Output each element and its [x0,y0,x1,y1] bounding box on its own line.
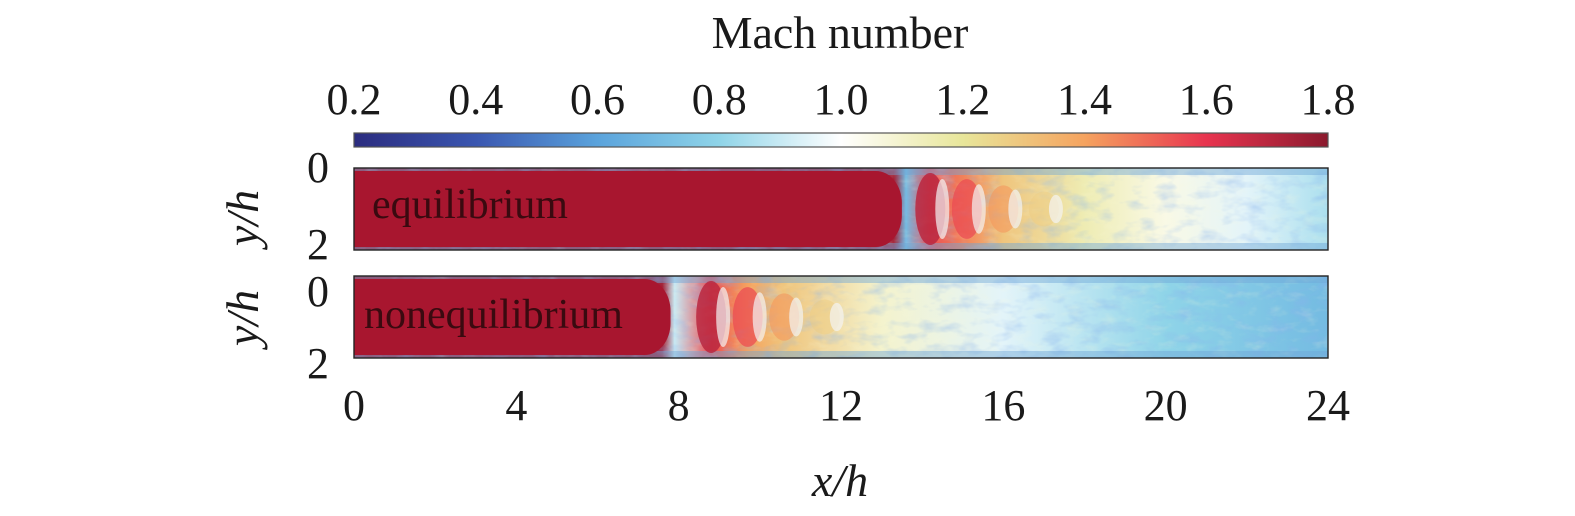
expansion-region [789,297,804,337]
y-axis-label-top: y/h [217,190,268,250]
colorbar-tick-1.8: 1.8 [1301,75,1356,124]
expansion-region [829,302,844,332]
expansion-region [752,292,767,342]
x-tick-0: 0 [343,381,365,430]
x-tick-20: 20 [1144,381,1188,430]
colorbar-tick-1.6: 1.6 [1179,75,1234,124]
panel-equilibrium: equilibrium [353,167,1329,251]
panel-label-equilibrium: equilibrium [372,182,568,228]
expansion-region [1048,194,1063,224]
y-tick-top-2: 2 [307,220,329,269]
colorbar [353,132,1329,148]
x-tick-24: 24 [1306,381,1350,430]
x-tick-16: 16 [981,381,1025,430]
supersonic-core [354,171,902,247]
y-axis-label-bottom: y/h [217,290,268,350]
colorbar-title: Mach number [712,7,969,58]
supersonic-core-equilibrium [354,168,1328,250]
y-tick-top-0: 0 [307,143,329,192]
x-axis-label: x/h [811,455,868,506]
colorbar-tick-1.0: 1.0 [814,75,869,124]
expansion-region [935,179,950,239]
supersonic-core-nonequilibrium [354,276,1328,358]
colorbar-tick-1.2: 1.2 [935,75,990,124]
shear-layer-top [354,276,1328,283]
x-tick-4: 4 [505,381,527,430]
colorbar-tick-1.4: 1.4 [1057,75,1112,124]
colorbar-tick-0.8: 0.8 [692,75,747,124]
colorbar-tick-0.6: 0.6 [570,75,625,124]
colorbar-tick-labels: 0.2 0.4 0.6 0.8 1.0 1.2 1.4 1.6 1.8 [327,75,1356,124]
x-tick-12: 12 [819,381,863,430]
x-tick-labels: 0 4 8 12 16 20 24 [343,381,1350,430]
y-tick-bottom-0: 0 [307,267,329,316]
supersonic-core [354,279,671,355]
x-tick-8: 8 [668,381,690,430]
shear-layer-bottom [354,351,1328,358]
y-tick-bottom-2: 2 [307,339,329,388]
expansion-region [971,184,986,234]
panel-nonequilibrium: nonequilibrium [353,275,1329,359]
panel-label-nonequilibrium: nonequilibrium [364,292,623,338]
expansion-region [716,287,731,347]
expansion-region [1008,189,1023,229]
colorbar-tick-0.4: 0.4 [448,75,503,124]
colorbar-tick-0.2: 0.2 [327,75,382,124]
